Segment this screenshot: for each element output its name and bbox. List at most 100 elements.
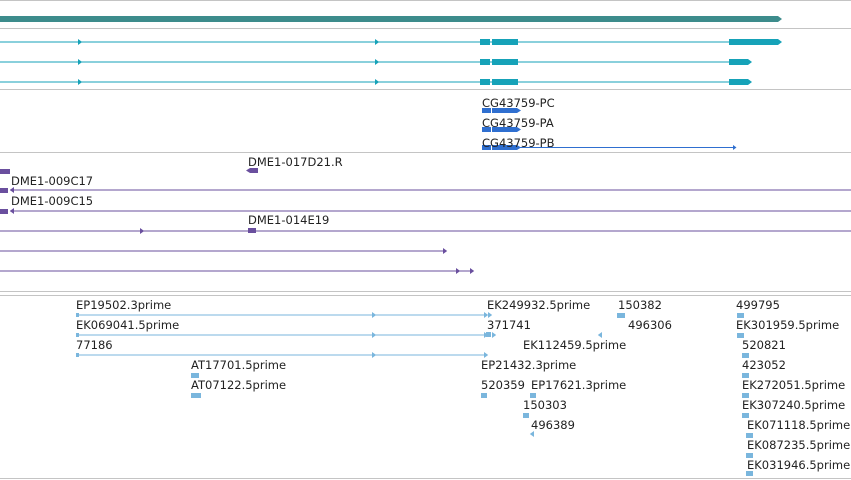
transcript-exon bbox=[492, 59, 518, 65]
est-label[interactable]: AT17701.5prime bbox=[191, 358, 287, 372]
est-arrow bbox=[484, 312, 489, 318]
clone-feature-end bbox=[246, 168, 250, 173]
clone-arrow bbox=[456, 268, 461, 274]
est-block bbox=[746, 471, 753, 476]
est-block bbox=[737, 333, 744, 338]
cds-block-end bbox=[517, 108, 521, 113]
cds-label[interactable]: CG43759-PB bbox=[482, 136, 555, 150]
cds-label[interactable]: CG43759-PC bbox=[482, 96, 555, 110]
est-label[interactable]: EK031946.5prime bbox=[747, 458, 851, 472]
est-label[interactable]: EK071118.5prime bbox=[747, 418, 851, 432]
est-label[interactable]: 77186 bbox=[76, 338, 113, 352]
est-label[interactable]: 150303 bbox=[523, 398, 567, 412]
est-label[interactable]: 496306 bbox=[628, 318, 672, 332]
gene-span-end bbox=[778, 16, 782, 22]
est-arrow bbox=[597, 332, 602, 338]
clone-feature bbox=[248, 228, 256, 233]
cds-label[interactable]: CG43759-PA bbox=[482, 116, 554, 130]
clone-label[interactable]: DME1-009C17 bbox=[11, 174, 94, 188]
est-block bbox=[76, 353, 79, 357]
intron-arrow bbox=[375, 79, 380, 85]
intron-arrow bbox=[78, 39, 83, 45]
est-label[interactable]: 423052 bbox=[742, 358, 786, 372]
transcript-exon bbox=[729, 39, 778, 45]
est-arrow bbox=[488, 312, 493, 318]
est-block bbox=[742, 393, 749, 398]
est-arrow bbox=[529, 431, 534, 437]
est-label[interactable]: AT07122.5prime bbox=[191, 378, 287, 392]
cds-block bbox=[482, 145, 491, 150]
est-label[interactable]: EK087235.5prime bbox=[747, 438, 851, 452]
clone-arrow bbox=[443, 248, 448, 254]
transcript-exon bbox=[480, 59, 490, 65]
cds-block-end bbox=[517, 127, 521, 132]
intron-arrow bbox=[375, 39, 380, 45]
est-label[interactable]: EP17621.3prime bbox=[531, 378, 627, 392]
transcript-exon-end bbox=[748, 59, 752, 65]
est-block bbox=[76, 313, 79, 317]
cds-end-arrow bbox=[733, 145, 737, 150]
est-block bbox=[481, 393, 487, 398]
est-label[interactable]: EK307240.5prime bbox=[742, 398, 846, 412]
est-block bbox=[737, 313, 744, 318]
est-block bbox=[742, 373, 749, 378]
est-label[interactable]: EP19502.3prime bbox=[76, 298, 172, 312]
clone-feature bbox=[0, 169, 10, 174]
clone-feature bbox=[250, 168, 258, 173]
est-block bbox=[523, 413, 529, 418]
est-label[interactable]: 496389 bbox=[531, 418, 575, 432]
est-block bbox=[742, 353, 749, 358]
clone-label[interactable]: DME1-017D21.R bbox=[248, 155, 343, 169]
est-block bbox=[76, 333, 79, 337]
est-arrow bbox=[484, 352, 489, 358]
transcript-exon-end bbox=[778, 39, 782, 45]
est-block bbox=[746, 433, 753, 438]
cds-block bbox=[492, 108, 517, 113]
est-label[interactable]: EK069041.5prime bbox=[76, 318, 180, 332]
clone-feature bbox=[0, 209, 8, 214]
est-label[interactable]: 371741 bbox=[487, 318, 531, 332]
transcript-exon bbox=[480, 79, 490, 85]
est-block bbox=[191, 373, 199, 378]
cds-block bbox=[492, 145, 517, 150]
transcript-exon bbox=[480, 39, 490, 45]
transcript-exon bbox=[729, 59, 748, 65]
est-label[interactable]: 499795 bbox=[736, 298, 780, 312]
est-block bbox=[530, 393, 536, 398]
clone-arrow bbox=[140, 228, 145, 234]
est-label[interactable]: 520821 bbox=[742, 338, 786, 352]
est-block bbox=[617, 313, 625, 318]
clone-feature bbox=[0, 188, 8, 193]
est-label[interactable]: EK272051.5prime bbox=[742, 378, 846, 392]
cds-block bbox=[482, 108, 491, 113]
est-arrow bbox=[372, 352, 377, 358]
est-block bbox=[742, 413, 749, 418]
cds-block bbox=[482, 127, 491, 132]
cds-block bbox=[492, 127, 517, 132]
clone-label[interactable]: DME1-009C15 bbox=[11, 194, 94, 208]
transcript-exon bbox=[492, 39, 518, 45]
est-block bbox=[486, 332, 491, 337]
gene-span-bar bbox=[0, 16, 778, 22]
est-arrow bbox=[372, 312, 377, 318]
transcript-exon-end bbox=[748, 79, 752, 85]
est-block bbox=[191, 393, 201, 398]
cds-block-end bbox=[517, 145, 521, 150]
transcript-exon bbox=[729, 79, 748, 85]
est-block bbox=[746, 453, 753, 458]
intron-arrow bbox=[78, 79, 83, 85]
est-label[interactable]: EK112459.5prime bbox=[523, 338, 627, 352]
transcript-exon bbox=[492, 79, 518, 85]
est-label[interactable]: 520359 bbox=[481, 378, 525, 392]
clone-label[interactable]: DME1-014E19 bbox=[248, 213, 330, 227]
est-label[interactable]: EP21432.3prime bbox=[481, 358, 577, 372]
clone-arrow bbox=[470, 268, 475, 274]
est-arrow bbox=[372, 332, 377, 338]
intron-arrow bbox=[375, 59, 380, 65]
intron-arrow bbox=[78, 59, 83, 65]
est-label[interactable]: EK249932.5prime bbox=[487, 298, 591, 312]
est-label[interactable]: 150382 bbox=[618, 298, 662, 312]
est-label[interactable]: EK301959.5prime bbox=[736, 318, 840, 332]
